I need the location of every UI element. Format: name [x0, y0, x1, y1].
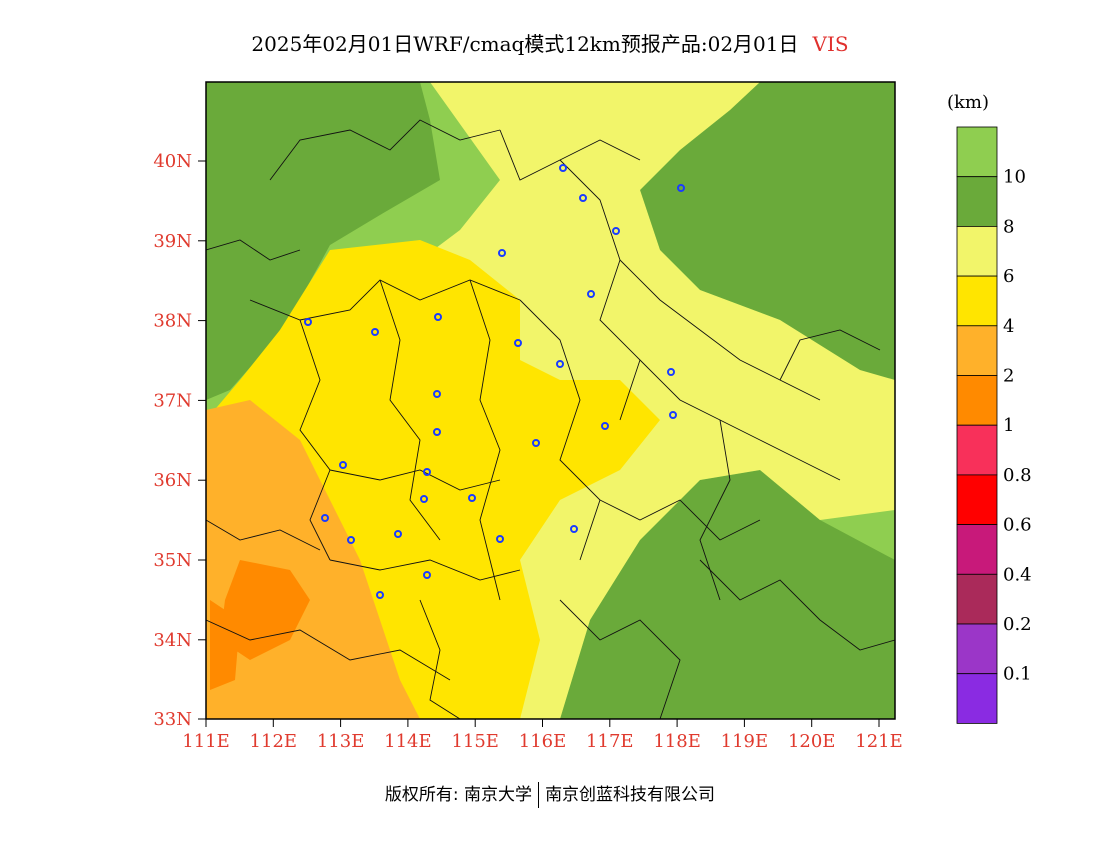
vis-region-1-2km-edge [210, 600, 240, 690]
city-marker [667, 368, 675, 376]
city-marker [347, 536, 355, 544]
colorbar-label: 2 [1003, 366, 1014, 387]
city-marker [612, 227, 620, 235]
y-tick-label: 39N [153, 231, 192, 252]
x-tick-label: 120E [788, 731, 836, 752]
colorbar-swatch [956, 623, 998, 675]
x-tick-label: 119E [721, 731, 769, 752]
vis-region-8-10km-west [206, 82, 440, 400]
y-tick-label: 37N [153, 390, 192, 411]
colorbar-swatch [956, 375, 998, 426]
vis-region-6-8km [420, 82, 895, 719]
city-marker [570, 525, 578, 533]
colorbar-swatch [956, 424, 998, 476]
city-marker [496, 535, 504, 543]
city-marker [498, 249, 506, 257]
colorbar-label: 0.4 [1003, 564, 1032, 585]
colorbar-label: 4 [1003, 316, 1014, 337]
colorbar: (km) 10 8 6 4 2 1 0.8 0.6 0.4 0.2 0.1 [947, 92, 1032, 724]
x-tick-label: 116E [519, 731, 567, 752]
y-tick-label: 35N [153, 550, 192, 571]
colorbar-label: 6 [1003, 266, 1014, 287]
vis-region-8-10km-bohai [640, 82, 895, 420]
colorbar-unit: (km) [947, 92, 989, 113]
map-title: 2025年02月01日WRF/cmaq模式12km预报产品:02月01日 VIS [0, 28, 1100, 57]
colorbar-swatch [956, 474, 998, 525]
y-tick-label: 40N [153, 151, 192, 172]
city-marker [423, 468, 431, 476]
city-marker [587, 290, 595, 298]
colorbar-label: 1 [1003, 415, 1014, 436]
x-tick-label: 114E [384, 731, 432, 752]
city-marker [339, 461, 347, 469]
city-marker [433, 390, 441, 398]
colorbar-swatch [956, 524, 998, 575]
y-tick-label: 33N [153, 709, 192, 730]
vis-region-1-2km [220, 560, 310, 660]
city-marker [514, 339, 522, 347]
footer-company: 南京创蓝科技有限公司 [545, 785, 716, 805]
city-marker [669, 411, 677, 419]
colorbar-swatch [956, 275, 998, 327]
colorbar-swatch [956, 225, 998, 277]
x-tick-label: 113E [317, 731, 365, 752]
colorbar-swatch [956, 573, 998, 625]
y-axis: 40N 39N 38N 37N 36N 35N 34N 33N [153, 151, 206, 730]
vis-region-8-10km-east [560, 470, 895, 719]
city-marker [601, 422, 609, 430]
city-marker [433, 428, 441, 436]
city-marker [468, 494, 476, 502]
city-marker [371, 328, 379, 336]
city-marker [434, 313, 442, 321]
city-marker [394, 530, 402, 538]
colorbar-label: 0.6 [1003, 515, 1032, 536]
admin-boundaries [206, 119, 895, 719]
x-tick-label: 112E [250, 731, 298, 752]
city-marker [423, 571, 431, 579]
colorbar-label: 0.1 [1003, 664, 1032, 685]
city-marker [420, 495, 428, 503]
colorbar-swatch [956, 325, 998, 376]
y-tick-label: 34N [153, 630, 192, 651]
x-axis: 111E 112E 113E 114E 115E 116E 117E 118E 119E 120E… [182, 719, 903, 752]
colorbar-swatch [956, 176, 998, 227]
footer-copyright: 版权所有: 南京大学 [384, 785, 533, 805]
colorbar-swatch [956, 673, 998, 724]
colorbar-label: 0.2 [1003, 614, 1032, 635]
y-tick-label: 36N [153, 470, 192, 491]
city-marker [579, 194, 587, 202]
colorbar-swatch [956, 126, 998, 178]
title-variable: VIS [812, 32, 849, 56]
x-tick-label: 118E [653, 731, 701, 752]
colorbar-label: 10 [1003, 167, 1026, 188]
x-tick-label: 121E [855, 731, 903, 752]
x-tick-label: 117E [586, 731, 634, 752]
city-marker [532, 439, 540, 447]
city-marker [556, 360, 564, 368]
city-markers [304, 164, 685, 599]
colorbar-label: 0.8 [1003, 465, 1032, 486]
city-marker [304, 318, 312, 326]
colorbar-label: 8 [1003, 216, 1014, 237]
x-tick-label: 111E [182, 731, 230, 752]
visibility-field [206, 82, 895, 719]
footer-separator [538, 782, 540, 808]
city-marker [321, 514, 329, 522]
title-main: 2025年02月01日WRF/cmaq模式12km预报产品:02月01日 [251, 32, 799, 56]
city-marker [559, 164, 567, 172]
x-tick-label: 115E [451, 731, 499, 752]
city-marker [376, 591, 384, 599]
city-marker [677, 184, 685, 192]
footer: 版权所有: 南京大学 南京创蓝科技有限公司 [0, 780, 1100, 808]
y-tick-label: 38N [153, 311, 192, 332]
